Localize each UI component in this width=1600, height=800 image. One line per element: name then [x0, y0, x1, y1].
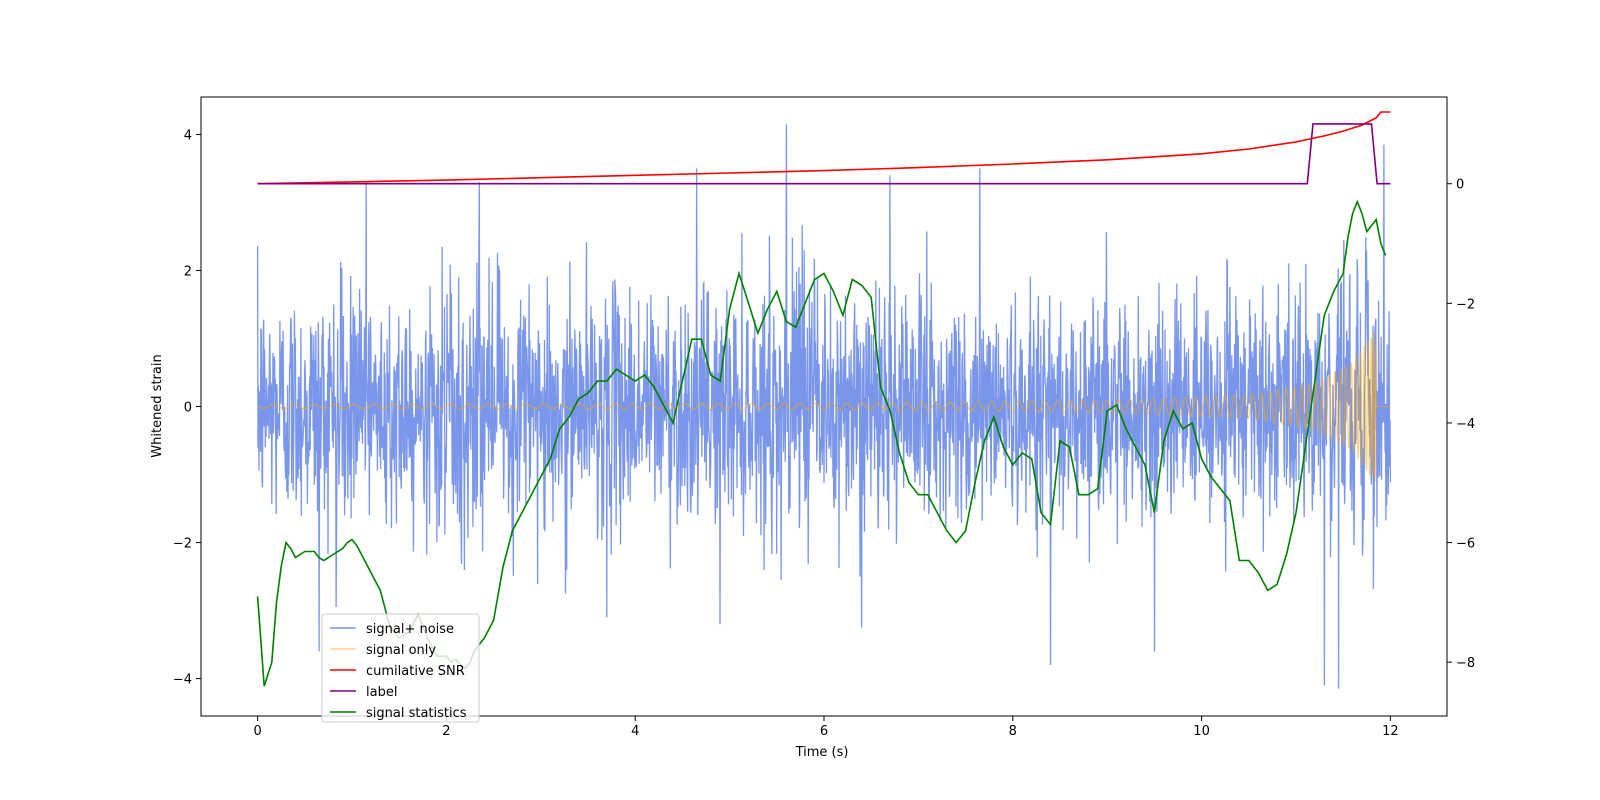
series-signal-noise-line [256, 124, 1392, 689]
x-tick-label: 12 [1382, 724, 1399, 739]
y-tick-label: 2 [184, 264, 192, 279]
x-tick-label: 2 [442, 724, 450, 739]
x-tick-label: 6 [820, 724, 828, 739]
x-tick-label: 4 [631, 724, 639, 739]
x-tick-label: 8 [1009, 724, 1017, 739]
legend-label: signal only [366, 643, 436, 658]
legend-label: label [366, 685, 397, 700]
y-tick-label: 0 [184, 401, 192, 416]
series-layer [256, 111, 1392, 689]
y-tick-label: −2 [173, 537, 192, 552]
x-axis-label: Time (s) [795, 745, 849, 760]
series-label-line [257, 123, 1391, 185]
legend-box [321, 613, 480, 723]
x-tick-label: 0 [253, 724, 261, 739]
y-tick-label: 4 [184, 128, 192, 143]
legend-label: cumilative SNR [366, 664, 465, 679]
legend-label: signal statistics [366, 706, 467, 721]
y-axis-right: −8 −6 −4 −2 0 [1447, 178, 1475, 671]
y2-tick-label: −6 [1456, 537, 1475, 552]
legend-label: signal+ noise [366, 622, 454, 637]
x-tick-label: 10 [1193, 724, 1210, 739]
y2-tick-label: −4 [1456, 417, 1475, 432]
y2-tick-label: −8 [1456, 656, 1475, 671]
y-axis-left: −4 −2 0 2 4 [173, 128, 201, 688]
y2-tick-label: 0 [1456, 178, 1464, 193]
series-cumilative-snr-line [257, 111, 1391, 185]
series-signal-only-line [257, 331, 1391, 482]
y-axis-label: Whitened strain [150, 354, 165, 457]
y-tick-label: −4 [173, 673, 192, 688]
legend: signal+ noise signal only cumilative SNR la… [321, 613, 480, 723]
y2-tick-label: −2 [1456, 297, 1475, 312]
